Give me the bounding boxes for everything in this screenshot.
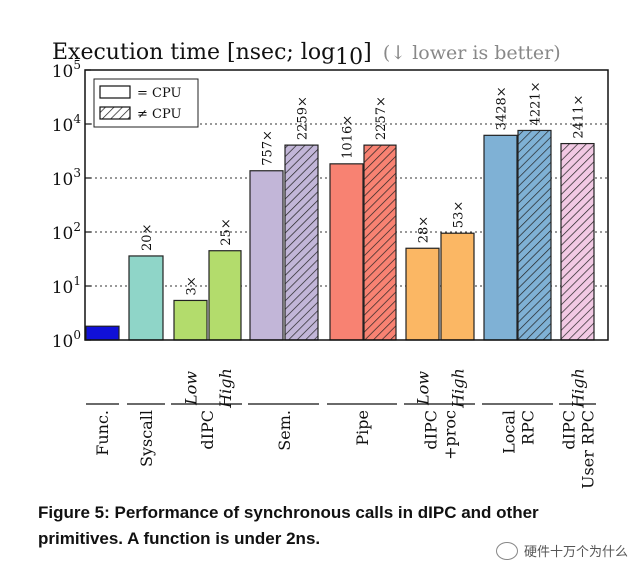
bar-value-label: 757× [261,130,276,166]
bar [173,299,208,341]
bar [440,232,475,341]
group-label: User RPC [579,410,598,489]
bar [405,247,440,341]
y-axis-ticks: 100 101 102 103 104 105 [52,58,91,352]
plot-frame [84,69,609,341]
bar-labels: 20× 3× 25× 757× 2259× 1016× 2257× 28× 53× 3428× 42… [140,81,587,295]
y-tick-label: 105 [52,58,81,82]
bar [85,325,120,341]
group-label: +proc [441,410,460,460]
group-label: dIPC [198,410,217,450]
bars [85,129,595,341]
legend: = CPU ≠ CPU [93,78,199,128]
group-label: RPC [519,410,538,445]
y-tick-label: 103 [52,166,81,190]
watermark-text: 硬件十万个为什么 [523,545,628,560]
bar [329,163,364,341]
bar [128,255,164,341]
bar-value-label: 2257× [374,96,389,140]
group-label: Pipe [353,410,372,446]
variant-label: Low [414,371,433,406]
bar-hatch [285,145,318,340]
bar-value-label: 3428× [495,86,510,130]
watermark: 硬件十万个为什么 [495,541,628,560]
bar-value-label: 3× [185,276,200,295]
bar-hatch [518,130,551,340]
bar-hatch [561,143,594,340]
group-label: Syscall [137,410,156,467]
bar-value-label: 4221× [529,81,544,125]
variant-label: Low [182,371,201,406]
bar-value-label: 2259× [296,96,311,140]
legend-swatch-hatched [99,106,131,120]
bar-value-label: 2411× [572,95,587,139]
group-label: dIPC [560,410,579,450]
y-tick-label: 104 [52,112,82,136]
legend-swatch-solid [99,85,131,99]
bar-value-label: 1016× [341,115,356,159]
bar-value-label: 25× [219,218,234,245]
group-labels: Func. Syscall dIPC Sem. Pipe dIPC +proc Local RP… [86,403,598,489]
chart: Execution time [nsec; log10] (↓ lower is… [52,40,609,489]
bar [249,170,284,341]
variant-labels: Low High Low High High [182,368,588,409]
variant-label: High [449,368,468,409]
chart-title: Execution time [nsec; log10] (↓ lower is… [52,40,561,70]
figure-caption: Figure 5: Performance of synchronous cal… [38,503,539,548]
bar [208,250,242,341]
legend-label-solid: = CPU [137,86,181,101]
y-tick-label: 101 [52,274,81,298]
wechat-logo-icon [495,541,518,560]
group-label: Local [500,410,519,454]
y-tick-label: 100 [52,328,81,352]
y-tick-label: 102 [52,220,81,244]
bar-hatch [364,145,396,340]
group-label: Func. [93,410,112,456]
variant-label: High [569,368,588,409]
group-label: Sem. [275,410,294,451]
variant-label: High [216,368,235,409]
bar-value-label: 53× [452,201,467,228]
bar-value-label: 20× [140,224,155,251]
bar-value-label: 28× [417,216,432,243]
legend-label-hatched: ≠ CPU [137,107,181,122]
bar [483,134,518,341]
group-label: dIPC [422,410,441,450]
